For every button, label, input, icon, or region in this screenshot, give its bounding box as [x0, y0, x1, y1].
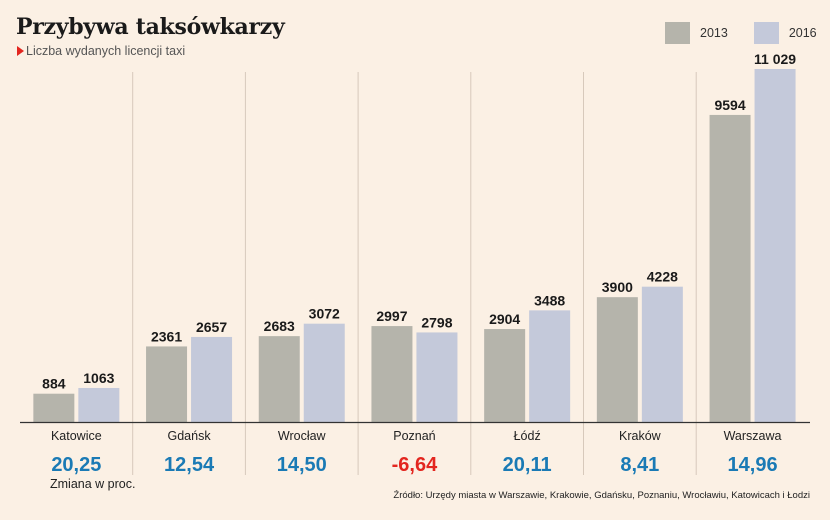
- category-label: Gdańsk: [168, 429, 212, 443]
- chart-subtitle: Liczba wydanych licencji taxi: [17, 44, 185, 58]
- bar-2013-0: [33, 393, 75, 422]
- data-label-2013-4: 2904: [489, 311, 520, 327]
- change-value: -6,64: [392, 454, 438, 476]
- subtitle-text: Liczba wydanych licencji taxi: [26, 44, 186, 58]
- bar-2016-1: [191, 336, 233, 422]
- data-label-2013-2: 2683: [264, 318, 295, 334]
- bar-2016-5: [641, 286, 683, 422]
- legend: 2013 2016: [665, 22, 817, 44]
- data-label-2016-3: 2798: [421, 314, 452, 330]
- data-label-2016-0: 1063: [83, 370, 114, 386]
- legend-label-2016: 2016: [788, 26, 817, 40]
- chart-title: Przybywa taksówkarzy: [16, 14, 285, 40]
- category-label: Poznań: [393, 429, 435, 443]
- triangle-marker-icon: [17, 46, 24, 56]
- change-value: 12,54: [164, 454, 215, 476]
- legend-label-2013: 2013: [700, 26, 728, 40]
- category-label: Wrocław: [278, 429, 327, 443]
- category-label: Kraków: [619, 429, 662, 443]
- category-label: Warszawa: [724, 429, 782, 443]
- bar-2016-0: [78, 387, 120, 422]
- bar-2016-6: [754, 69, 796, 422]
- category-label: Katowice: [51, 429, 102, 443]
- source-note: Źródło: Urzędy miasta w Warszawie, Krako…: [393, 490, 810, 501]
- data-label-2013-6: 9594: [714, 97, 745, 113]
- data-label-2016-4: 3488: [534, 292, 565, 308]
- data-label-2013-0: 884: [42, 376, 66, 392]
- change-footnote: Zmiana w proc.: [50, 477, 136, 491]
- change-value: 14,50: [277, 454, 327, 476]
- change-value: 20,11: [503, 454, 552, 476]
- bar-2013-1: [146, 346, 188, 422]
- data-label-2013-5: 3900: [602, 279, 633, 295]
- bar-2016-2: [303, 323, 345, 422]
- bar-2016-4: [529, 310, 571, 422]
- data-label-2013-1: 2361: [151, 328, 182, 344]
- category-label: Łódź: [514, 429, 541, 443]
- data-label-2016-5: 4228: [647, 269, 678, 285]
- legend-swatch-2016: [753, 22, 779, 44]
- change-value: 14,96: [728, 454, 778, 476]
- data-label-2016-2: 3072: [309, 306, 340, 322]
- legend-swatch-2013: [665, 22, 690, 44]
- change-value: 8,41: [620, 454, 659, 476]
- data-label-2016-1: 2657: [196, 319, 227, 335]
- bar-2013-3: [371, 326, 413, 422]
- bar-2016-3: [416, 332, 458, 422]
- bar-2013-5: [596, 297, 638, 422]
- data-label-2013-3: 2997: [376, 308, 407, 324]
- bar-2013-2: [258, 336, 300, 422]
- bar-2013-6: [709, 114, 751, 422]
- data-label-2016-6: 11 029: [754, 51, 796, 67]
- change-value: 20,25: [51, 454, 101, 476]
- bar-2013-4: [484, 329, 526, 422]
